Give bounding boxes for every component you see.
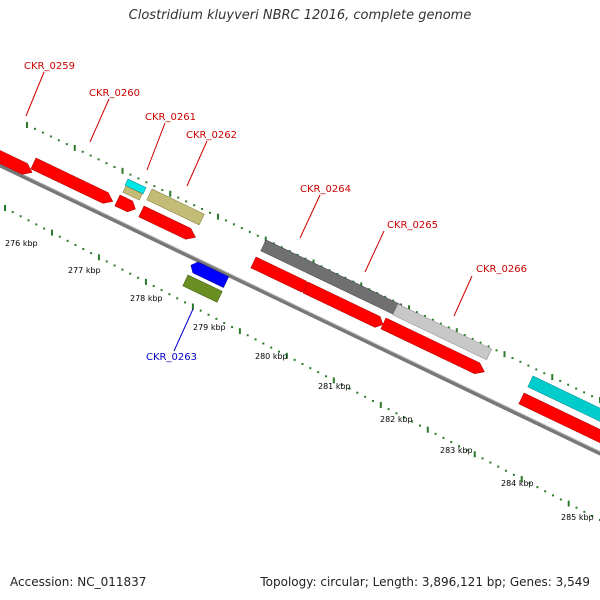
gene-label-ckr-0260[interactable]: CKR_0260	[89, 88, 140, 99]
gene-box-right-edge-cyan[interactable]	[527, 375, 600, 427]
gene-box-ckr-0261-khaki[interactable]	[122, 185, 143, 201]
kbp-tick-label: 276 kbp	[5, 239, 38, 248]
gene-label-ckr-0259[interactable]: CKR_0259	[24, 61, 75, 72]
gene-label-ckr-0261[interactable]: CKR_0261	[145, 112, 196, 123]
gene-label-ckr-0263[interactable]: CKR_0263	[146, 352, 197, 363]
kbp-tick-label: 277 kbp	[68, 266, 101, 275]
gene-leader-line	[25, 71, 45, 117]
gene-leader-line	[146, 122, 166, 171]
kbp-tick-label: 281 kbp	[318, 382, 351, 391]
gene-leader-line	[364, 230, 385, 273]
feature-layer	[0, 147, 600, 450]
gene-leader-line	[186, 140, 208, 187]
gene-arrow-ckr-0263-blue[interactable]	[188, 260, 229, 288]
label-layer: CKR_0259 CKR_0260 CKR_0261 CKR_0262 CKR_0263…	[24, 61, 527, 363]
kbp-tick-label: 285 kbp	[561, 513, 594, 522]
gene-box-ckr-0263-olive[interactable]	[182, 274, 223, 303]
genome-backbone-highlight	[0, 162, 600, 452]
genome-title: Clostridium kluyveri NBRC 12016, complet…	[128, 8, 472, 23]
gene-arrow-ckr-0259[interactable]	[0, 147, 35, 178]
gene-arrow-ckr-0260[interactable]	[30, 157, 116, 207]
kbp-tick-label: 279 kbp	[193, 323, 226, 332]
genome-summary-text: Topology: circular; Length: 3,896,121 bp…	[260, 575, 590, 589]
gene-arrow-ckr-0266b[interactable]	[380, 317, 487, 377]
gene-leader-line	[173, 308, 194, 352]
kbp-tick-label: 280 kbp	[255, 352, 288, 361]
kbp-tick-label: 282 kbp	[380, 415, 413, 424]
kbp-tick-label: 283 kbp	[440, 446, 473, 455]
backbone-layer	[0, 162, 600, 456]
gene-arrow-right-edge[interactable]	[518, 392, 600, 450]
gene-box-ckr-0262[interactable]	[146, 188, 205, 226]
kbp-tick-label: 278 kbp	[130, 294, 163, 303]
gene-leader-line	[89, 98, 110, 143]
gene-leader-line	[299, 194, 321, 239]
gene-arrow-ckr-0261b[interactable]	[114, 194, 138, 214]
gene-leader-line	[453, 275, 473, 317]
gene-label-ckr-0264[interactable]: CKR_0264	[300, 184, 351, 195]
accession-text: Accession: NC_011837	[10, 575, 147, 589]
gene-label-ckr-0262[interactable]: CKR_0262	[186, 130, 237, 141]
tick-layer: 276 kbp 277 kbp 278 kbp 279 kbp 280 kbp 281 k…	[4, 122, 600, 522]
gene-arrow-ckr-0265b[interactable]	[302, 281, 386, 330]
kbp-tick-label: 284 kbp	[501, 479, 534, 488]
gene-box-ckr-0265[interactable]	[392, 303, 493, 361]
gene-label-ckr-0265[interactable]: CKR_0265	[387, 220, 438, 231]
gene-label-ckr-0266[interactable]: CKR_0266	[476, 264, 527, 275]
genome-backbone	[0, 163, 600, 456]
gene-arrow-ckr-0262b[interactable]	[138, 205, 198, 243]
